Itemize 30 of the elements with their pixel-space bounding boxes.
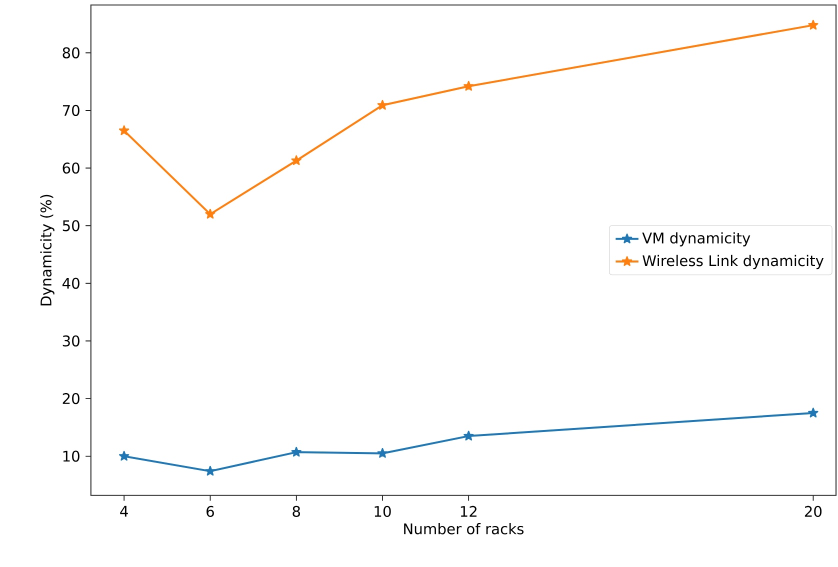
point <box>205 466 216 476</box>
point <box>464 430 474 440</box>
legend-label: VM dynamicity <box>642 232 750 246</box>
point <box>377 100 388 110</box>
point <box>377 448 388 458</box>
point <box>118 125 130 136</box>
point <box>118 450 130 461</box>
y-tick-label: 70 <box>62 104 80 116</box>
point <box>464 80 474 91</box>
x-axis-title: Number of racks <box>404 523 524 534</box>
y-tick-label: 60 <box>62 162 80 174</box>
point <box>808 20 818 30</box>
y-tick-label: 10 <box>63 450 80 462</box>
x-tick-label: 8 <box>292 506 300 517</box>
legend-label: Wireless Link dynamicity <box>642 254 824 270</box>
x-tick-label: 6 <box>206 506 214 517</box>
point <box>808 408 818 418</box>
point <box>291 155 302 166</box>
x-tick-label: 20 <box>804 506 822 517</box>
x-tick-label: 12 <box>460 506 476 517</box>
y-tick-label: 40 <box>62 278 80 289</box>
y-tick-label: 80 <box>62 47 80 58</box>
x-tick-label: 4 <box>120 506 128 517</box>
y-tick-label: 50 <box>62 220 80 232</box>
y-tick-label: 30 <box>62 335 80 347</box>
y-axis-title: Dynamicity (%) <box>40 194 54 306</box>
point <box>291 446 302 457</box>
point <box>205 208 216 219</box>
y-tick-label: 20 <box>62 393 80 404</box>
x-tick-label: 10 <box>374 506 391 517</box>
